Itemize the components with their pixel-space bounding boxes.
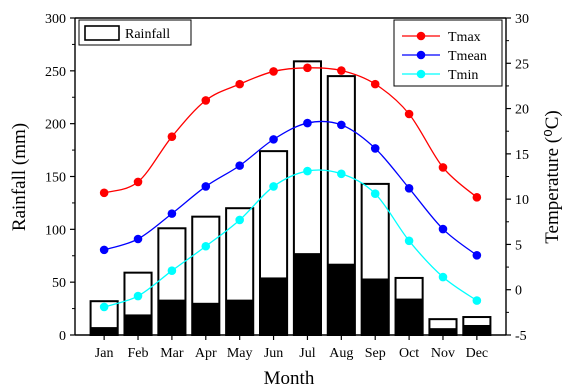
tmean-point-jul	[303, 118, 312, 128]
tmax-point-apr	[201, 96, 211, 105]
x-tick-label-apr: Apr	[195, 346, 217, 361]
tmin-point-may	[235, 215, 244, 225]
tmin-point-feb	[133, 291, 143, 301]
x-axis-title: Month	[264, 368, 315, 387]
bar-legend-swatch	[84, 25, 120, 41]
filled-bar-may	[225, 299, 254, 336]
left-y-tick-label-150: 150	[45, 171, 66, 186]
left-y-tick-label-100: 100	[45, 223, 66, 238]
filled-bar-dec	[462, 324, 491, 336]
tmax-point-aug	[337, 66, 346, 75]
legend-tmin-marker	[416, 69, 426, 79]
filled-bar-jul	[293, 253, 322, 336]
tmin-point-sep	[370, 189, 380, 199]
tmean-point-apr	[201, 182, 211, 191]
tmean-point-mar	[167, 209, 177, 218]
tmax-point-nov	[438, 163, 448, 172]
tmax-point-feb	[133, 177, 143, 187]
x-tick-label-jan: Jan	[95, 346, 114, 361]
x-tick-label-sep: Sep	[365, 346, 386, 361]
lines-layer	[99, 63, 482, 312]
axes-layer: Jan Feb Mar Apr May Jun Jul Aug Sep Oct Nov Dec0501…	[45, 12, 529, 361]
tmin-point-jan	[99, 302, 109, 312]
tmean-point-nov	[438, 224, 448, 234]
tmean-point-jan	[99, 245, 109, 255]
tmean-point-dec	[472, 250, 482, 260]
tmax-point-oct	[404, 109, 414, 119]
left-y-tick-label-200: 200	[45, 118, 66, 133]
filled-bar-oct	[395, 298, 424, 336]
tmean-point-oct	[404, 183, 414, 193]
tmin-point-nov	[438, 272, 448, 282]
legend-tmean-marker	[416, 50, 426, 60]
tmean-point-jun	[269, 135, 278, 144]
right-y-axis-title-unit: (⁰C)	[542, 110, 563, 143]
tmax-point-may	[235, 79, 244, 89]
tmax-line	[103, 67, 478, 198]
left-y-tick-label-0: 0	[59, 329, 66, 344]
x-tick-label-dec: Dec	[466, 346, 489, 361]
right-y-tick-label-30: 30	[515, 12, 529, 27]
legend-tmax-label: Tmax	[448, 30, 481, 45]
tmax-point-jul	[303, 63, 312, 73]
right-y-tick-label-10: 10	[515, 193, 529, 208]
legend-tmin-label: Tmin	[448, 68, 478, 83]
filled-bar-aug	[327, 263, 356, 336]
right-y-tick-label--5: -5	[515, 329, 527, 344]
tmax-point-sep	[370, 79, 380, 89]
left-y-tick-label-50: 50	[52, 276, 66, 291]
legend-tmax-marker	[416, 31, 426, 41]
line-legend-frame	[393, 19, 503, 87]
right-y-axis-title-text: Temperature	[542, 148, 563, 244]
right-y-tick-label-5: 5	[515, 238, 522, 253]
tmean-point-aug	[337, 120, 346, 130]
tmax-point-jan	[99, 188, 109, 198]
filled-bar-jun	[259, 277, 288, 336]
tmean-point-sep	[370, 144, 380, 153]
tmin-point-jul	[303, 166, 312, 176]
bar-legend-label: Rainfall	[125, 27, 170, 42]
bar-legend: Rainfall	[78, 19, 192, 46]
left-y-axis-title: Rainfall (mm)	[9, 123, 30, 231]
tmean-point-may	[235, 161, 244, 170]
right-y-tick-label-0: 0	[515, 284, 522, 299]
filled-bar-mar	[157, 299, 186, 336]
line-legend: Tmax Tmean Tmin	[393, 19, 503, 87]
right-y-tick-label-25: 25	[515, 57, 529, 72]
filled-bar-sep	[361, 278, 390, 336]
tmin-point-mar	[167, 266, 177, 275]
filled-bar-feb	[123, 314, 153, 336]
x-tick-label-oct: Oct	[399, 346, 419, 361]
left-y-tick-label-300: 300	[45, 12, 66, 27]
right-y-tick-label-20: 20	[515, 103, 529, 118]
bars-layer	[89, 60, 492, 337]
left-y-tick-label-250: 250	[45, 65, 66, 80]
filled-bar-jan	[90, 327, 119, 336]
x-tick-label-feb: Feb	[128, 346, 149, 361]
x-tick-label-nov: Nov	[431, 346, 455, 361]
filled-bar-nov	[428, 328, 458, 336]
filled-bar-apr	[191, 302, 220, 336]
x-tick-label-mar: Mar	[160, 346, 184, 361]
x-tick-label-jul: Jul	[299, 346, 315, 361]
tmax-point-dec	[472, 193, 482, 202]
x-tick-label-aug: Aug	[329, 346, 353, 361]
legend-tmean-label: Tmean	[448, 49, 487, 64]
tmean-point-feb	[133, 234, 143, 244]
tmin-point-apr	[201, 241, 211, 251]
tmin-point-jun	[269, 182, 278, 191]
x-tick-label-may: May	[227, 346, 253, 361]
right-y-tick-label-15: 15	[515, 148, 529, 163]
tmin-point-oct	[404, 236, 414, 246]
right-y-axis-title: Temperature (⁰C)	[542, 110, 563, 243]
tmin-point-dec	[472, 296, 482, 305]
tmin-point-aug	[337, 169, 346, 179]
tmax-point-jun	[269, 67, 278, 76]
tmax-point-mar	[167, 132, 177, 141]
x-tick-label-jun: Jun	[264, 346, 283, 361]
